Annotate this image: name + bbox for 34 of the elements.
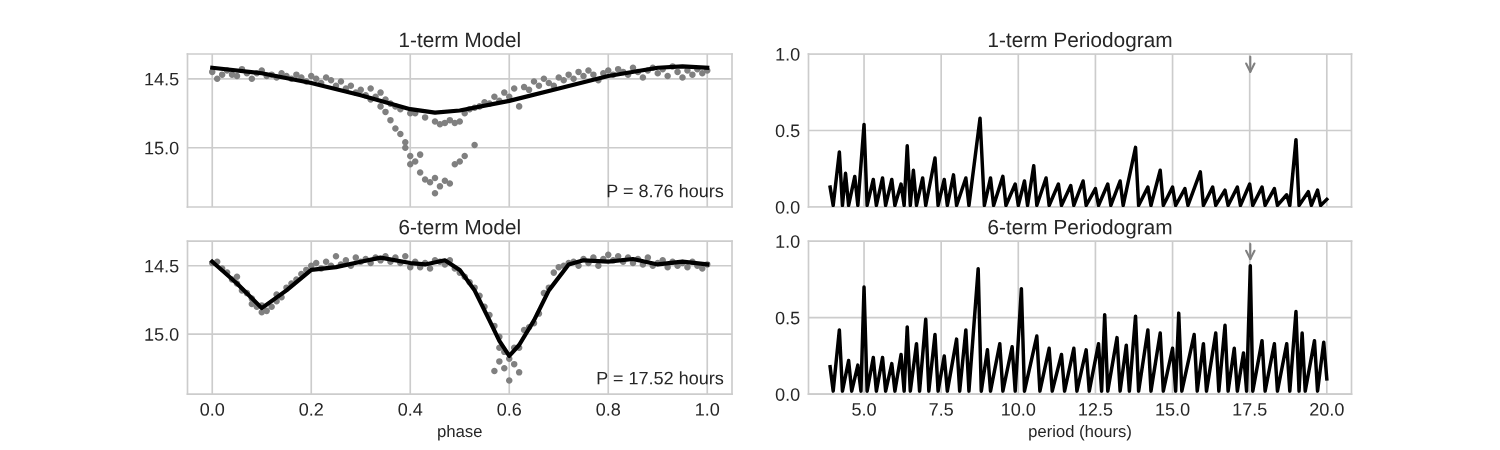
- x-tick-label: 7.5: [929, 403, 953, 416]
- annotation: P = 8.76 hours: [607, 184, 724, 198]
- x-axis-title: phase: [438, 424, 482, 441]
- line-series: [210, 64, 710, 115]
- y-tick-label: 15.0: [145, 328, 179, 341]
- chart-title: 6-term Model: [399, 219, 520, 235]
- y-tick-label: 15.0: [145, 141, 179, 155]
- line-series: [828, 116, 1329, 207]
- x-tick-label: 0.0: [200, 403, 225, 416]
- y-tick-label: 14.5: [145, 259, 179, 273]
- y-tick-label: 0.5: [775, 124, 800, 138]
- x-tick-label: 1.0: [696, 403, 720, 416]
- x-tick-label: 15.0: [1156, 403, 1190, 416]
- line-series: [828, 263, 1329, 393]
- x-tick-label: 0.8: [596, 403, 621, 416]
- chart-title: 1-term Periodogram: [988, 31, 1172, 52]
- x-axis-title: period (hours): [1029, 424, 1131, 441]
- chart-title: 6-term Periodogram: [988, 219, 1172, 239]
- x-tick-label: 17.5: [1233, 403, 1267, 416]
- x-tick-label: 12.5: [1079, 403, 1113, 416]
- y-tick-label: 1.0: [776, 235, 800, 248]
- annotation: P = 17.52 hours: [597, 371, 724, 385]
- y-tick-label: 0.5: [775, 311, 800, 325]
- x-tick-label: 0.2: [299, 403, 323, 416]
- x-tick-label: 20.0: [1310, 403, 1344, 416]
- y-tick-label: 14.5: [145, 72, 179, 86]
- x-tick-label: 0.6: [497, 403, 522, 416]
- y-tick-label: 1.0: [776, 47, 800, 61]
- y-tick-label: 0.0: [775, 388, 800, 401]
- x-tick-label: 5.0: [852, 403, 876, 416]
- x-tick-label: 10.0: [1002, 403, 1036, 416]
- x-tick-label: 0.4: [398, 403, 423, 416]
- y-tick-label: 0.0: [775, 200, 800, 214]
- chart-title: 1-term Model: [399, 31, 520, 48]
